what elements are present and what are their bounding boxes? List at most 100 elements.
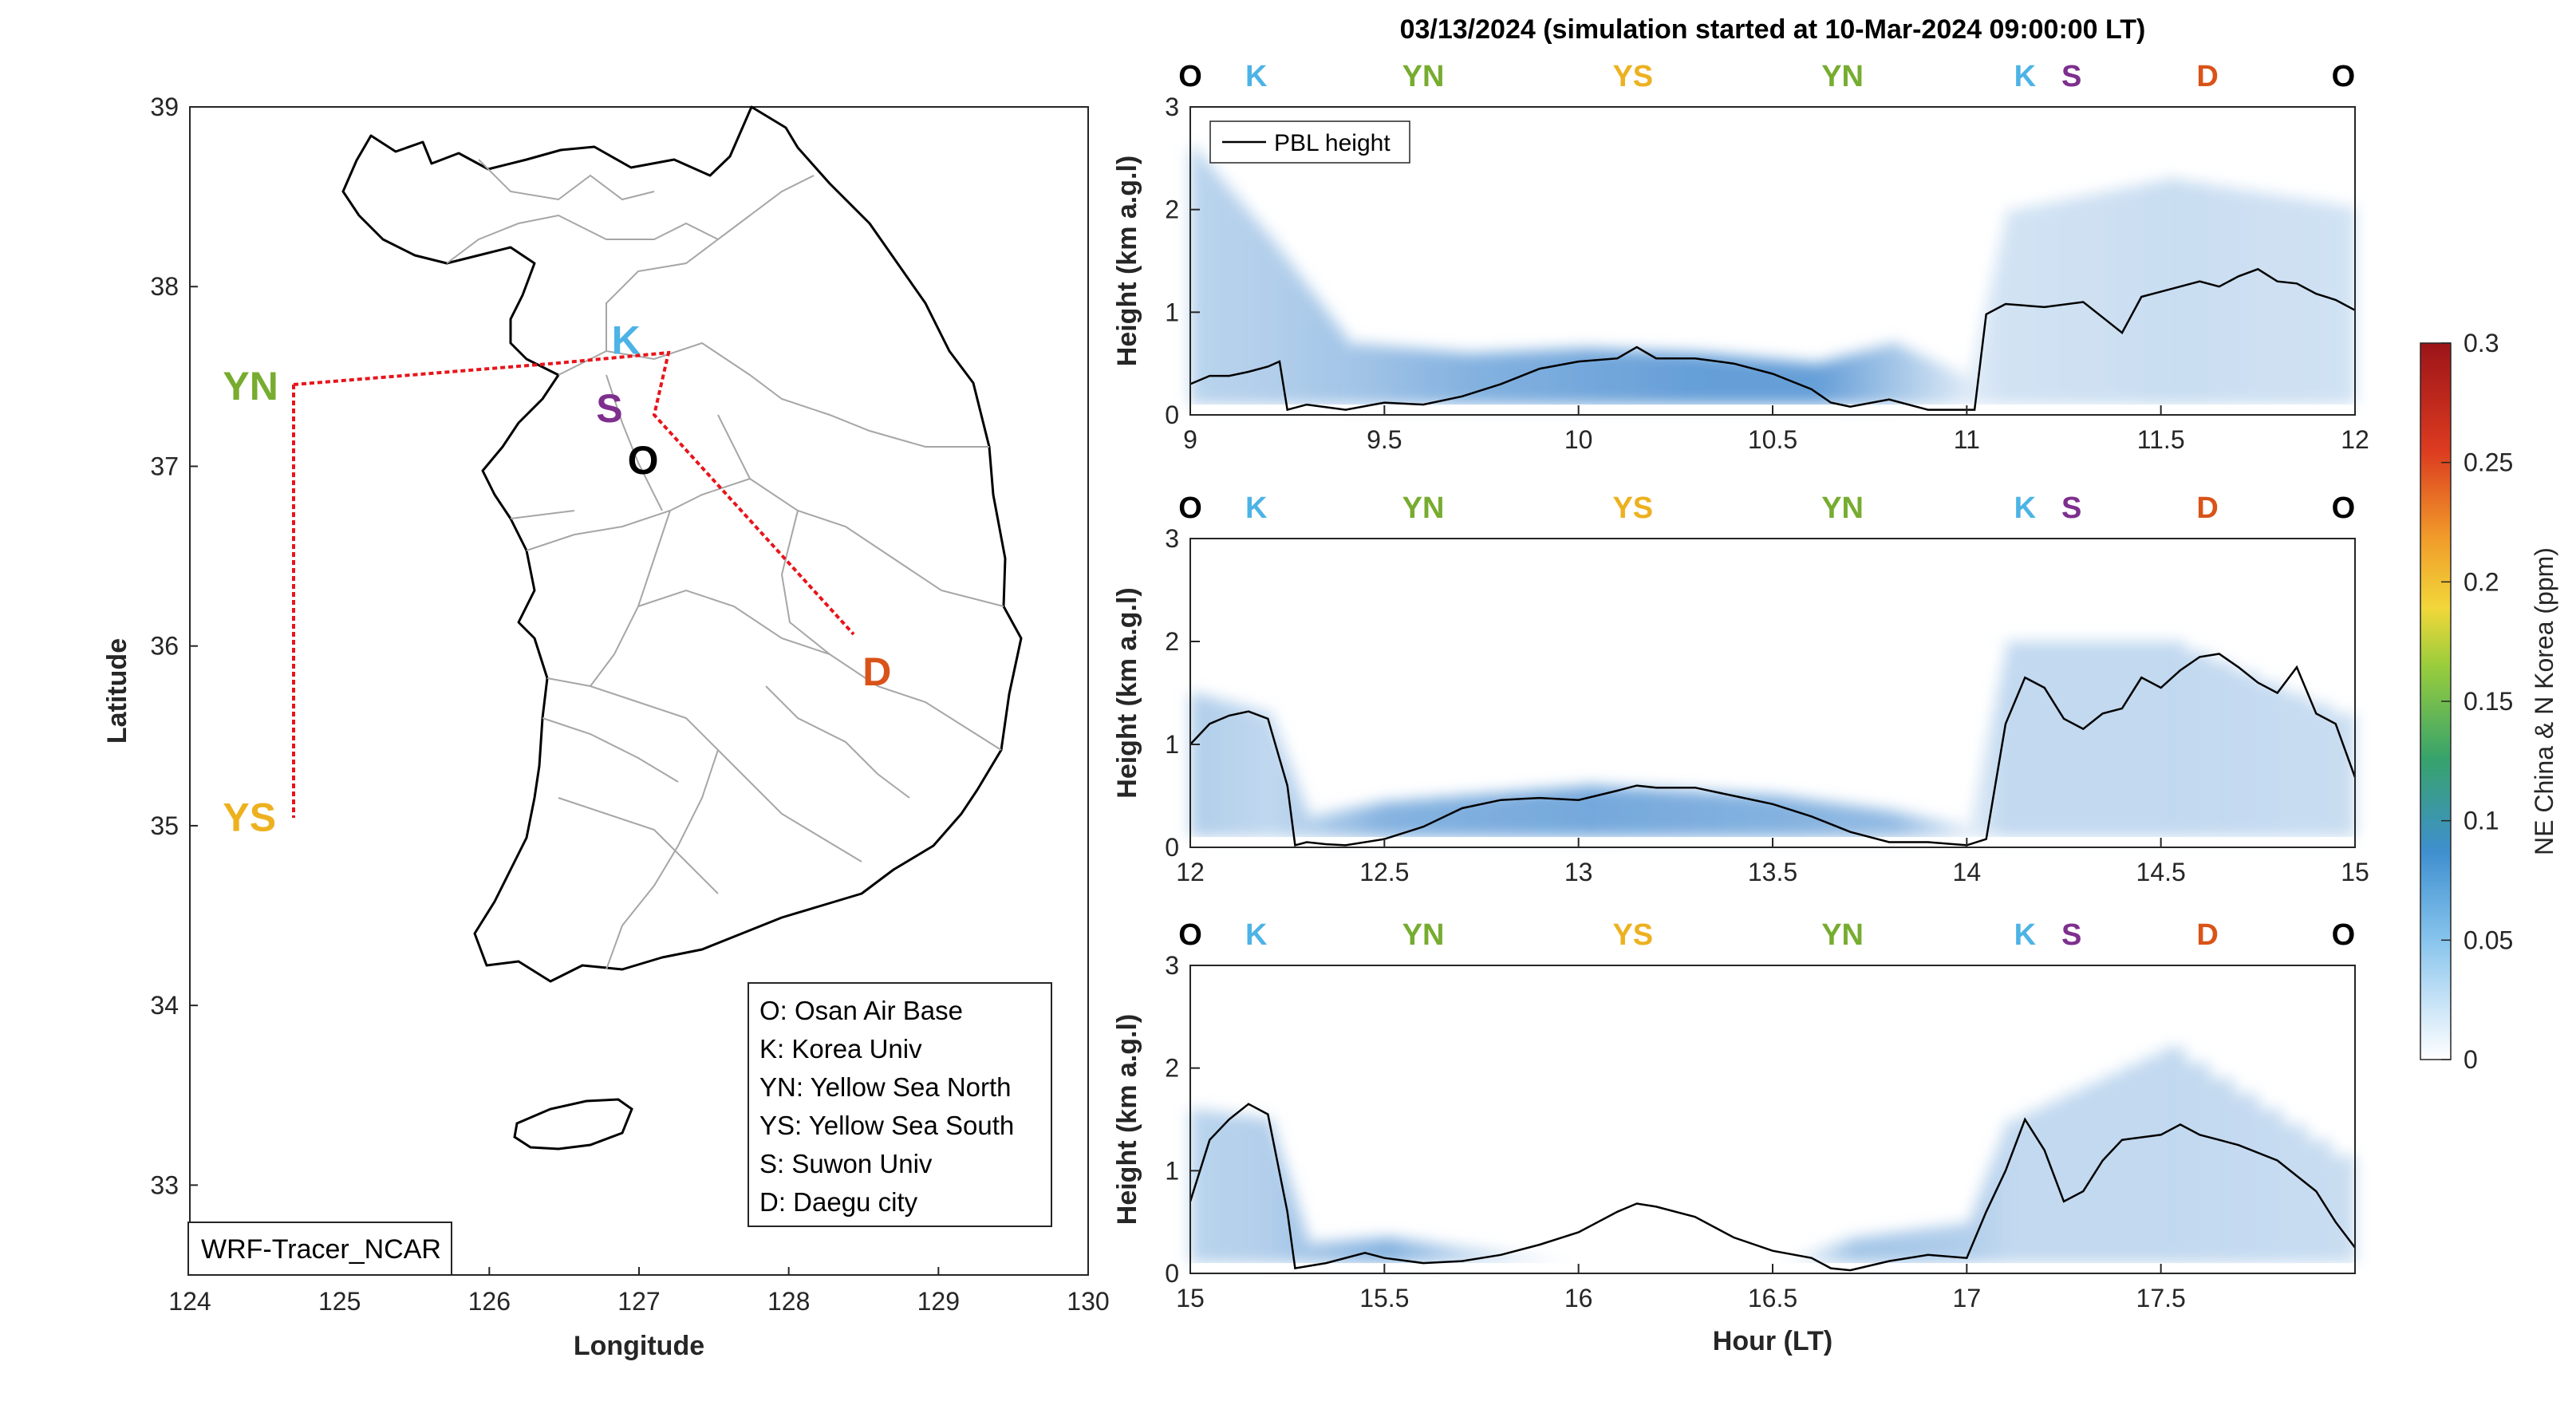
map-panel: 124 125 126 127 128 129 130 33 34 35 36 37 38 39 O K Y… [102,93,1110,1361]
province-boundaries [510,175,1004,970]
tracer-cell [1990,711,1997,838]
tracer-cell [1520,350,1536,405]
tracer-cell [1986,734,1992,838]
panel-3: 15 15.5 16 16.5 17 17.5 0 1 2 3 Height (km a.g.l) O… [1112,918,2356,1312]
tracer-cell [1967,827,1973,838]
tracer-cell [1981,315,1987,405]
tracer-cell [1811,363,1822,405]
tracer-cell [2258,194,2283,405]
map-x-tick-label: 127 [617,1287,660,1316]
map-y-ticks: 33 34 35 36 37 38 39 [150,93,198,1199]
tracer-cell [1326,317,1337,405]
tracer-cell [1724,356,1740,405]
tracer-cell [1782,1260,1793,1264]
site-legend-entry: YN: Yellow Sea North [759,1072,1012,1102]
tracer-cell [1326,1241,1337,1264]
tracer-cell [2122,1065,2143,1264]
y-axis-label: Height (km a.g.l) [1112,587,1142,798]
tracer-field [1190,641,2356,838]
tracer-cell [2141,641,2162,838]
site-legend: O: Osan Air Base K: Korea Univ YN: Yellow … [759,996,1014,1217]
x-tick-label: 17.5 [2136,1284,2186,1312]
route-marker-o: O [1178,918,1202,952]
tracer-cell [1981,757,1987,838]
route-marker-o: O [1178,491,1202,525]
tracer-cell [1947,369,1959,405]
site-legend-entry: YS: Yellow Sea South [759,1111,1014,1140]
tracer-cell [1219,701,1230,838]
map-y-tick-label: 34 [150,991,179,1020]
tracer-cell [1549,349,1565,405]
tracer-cell [1986,1170,1992,1264]
tracer-cell [2306,1139,2332,1264]
tracer-cell [1359,344,1376,405]
site-legend-entry: S: Suwon Univ [759,1149,933,1178]
tracer-cell [1709,354,1726,405]
tracer-cell [2233,1093,2259,1264]
route-marker-ys: YS [1612,491,1653,525]
tracer-cell [1219,1112,1230,1264]
x-tick-label: 16.5 [1748,1284,1797,1312]
tracer-cell [1976,780,1982,838]
tracer-cell [1491,352,1507,405]
route-marker-s: S [2061,491,2081,525]
tracer-cell [1549,1259,1565,1264]
tracer-cell [1268,240,1279,405]
x-tick-label: 13 [1564,858,1593,886]
tracer-cell [2083,641,2104,838]
tracer-cell [1990,1158,1997,1264]
tracer-cell [1879,1233,1896,1264]
tracer-cell [1753,358,1769,405]
tracer-cell [2102,641,2123,838]
tracer-cell [1520,1255,1536,1264]
tracer-cell [1840,356,1852,405]
route-path [292,350,855,818]
pbl-legend-label: PBL height [1274,130,1391,156]
x-tick-label: 15 [2341,858,2369,886]
tracer-cell [1767,359,1784,405]
tracer-cell [1190,693,1201,838]
tracer-cell [1699,791,1726,838]
tracer-cell [1894,1231,1910,1264]
tracer-cell [1636,350,1652,405]
map-x-tick-label: 129 [917,1287,960,1316]
route-marker-o: O [2332,60,2356,93]
tracer-cell [1418,349,1434,405]
tracer-cell [1967,378,1973,405]
tracer-cell [1578,348,1594,405]
map-x-tick-label: 124 [168,1287,211,1316]
x-tick-label: 16 [1564,1284,1593,1312]
tracer-cell [1947,823,1959,838]
tracer-cell [2141,1056,2162,1264]
tracer-cell [1564,349,1580,405]
tracer-cell [2233,190,2259,405]
korea-peninsula-outline [341,105,1023,1151]
tracer-cell [1403,348,1419,405]
tracer-cell [1534,1257,1551,1264]
x-tick-label: 10.5 [1748,425,1797,454]
tracer-cell [1375,803,1386,838]
tracer-cell [1200,695,1211,838]
tracer-cell [1831,803,1847,838]
colorbar-ticks: 0 0.05 0.1 0.15 0.2 0.25 0.3 [2441,329,2513,1074]
tracer-cell [1462,353,1477,405]
tracer-cell [1845,805,1861,838]
x-tick-label: 13.5 [1748,858,1797,886]
tracer-cell [1282,1165,1288,1264]
tracer-cell [1627,787,1652,838]
tracer-cell [1268,1119,1274,1264]
tracer-cell [1209,1111,1221,1264]
tracer-cell [1292,777,1298,838]
tracer-cell [2044,641,2065,838]
tracer-cell [1258,228,1269,405]
x-tick-label: 12 [2341,425,2369,454]
tracer-cell [1554,787,1580,838]
route-marker-d: D [2196,60,2218,93]
tracer-cell [2102,1074,2123,1264]
tracer-cell [1534,349,1551,405]
tracer-cell [1792,1257,1803,1264]
y-tick-label: 3 [1165,524,1179,553]
map-site-s: S [596,386,622,431]
tracer-cell [2025,1110,2045,1264]
tracer-cell [1365,1238,1376,1264]
